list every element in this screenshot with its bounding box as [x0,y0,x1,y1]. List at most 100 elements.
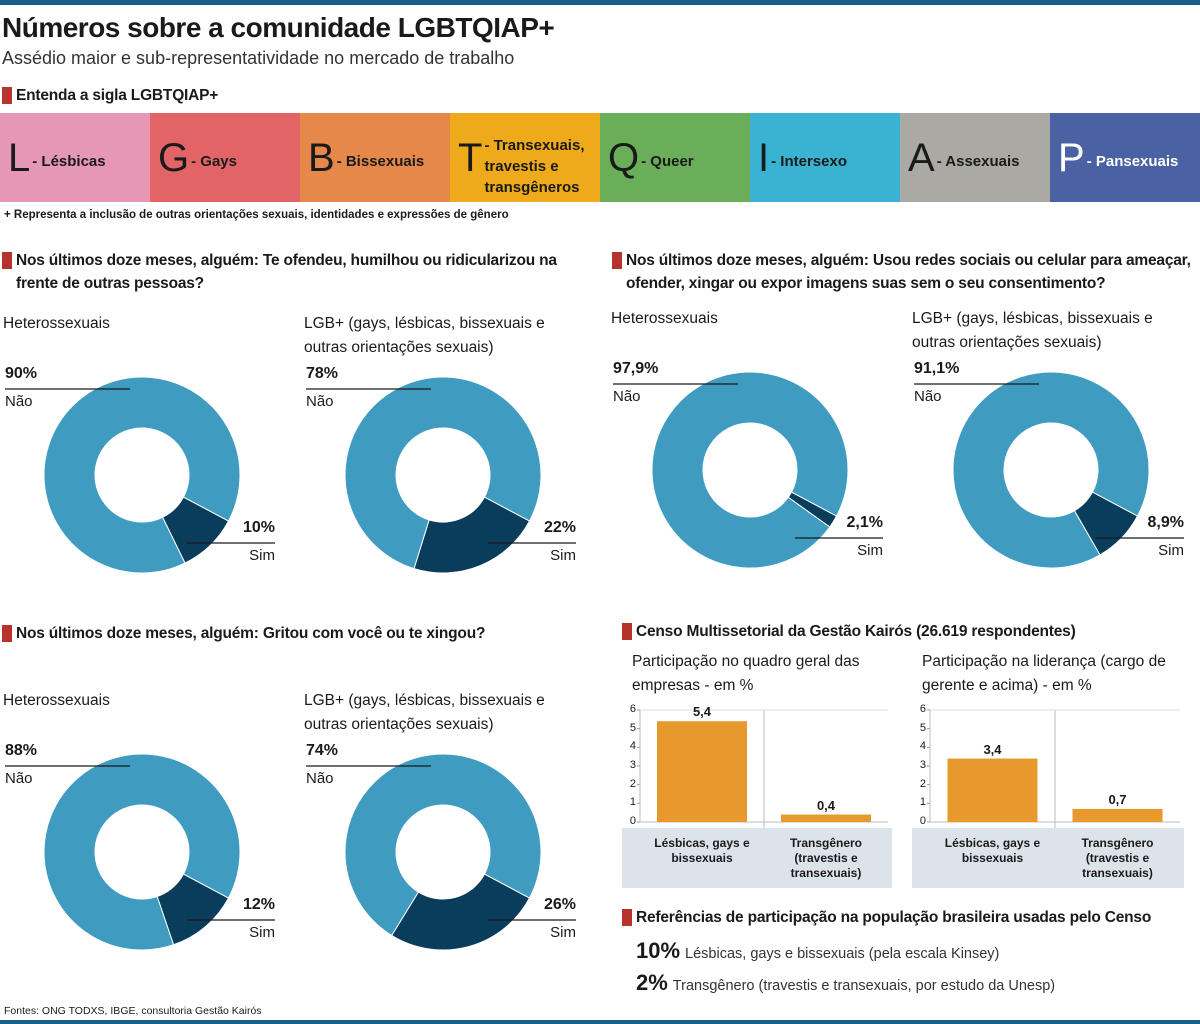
pie-title: LGB+ (gays, lésbicas, bissexuais e outra… [304,315,545,356]
acronym-item: P- Pansexuais [1050,113,1200,202]
value-label: 74% [306,742,339,759]
y-tick-label: 4 [629,740,636,753]
value-label: 12% [242,896,275,913]
reference: 2% Transgênero (travestis e transexuais, … [636,970,1055,996]
section-heading: Referências de participação na população… [636,909,1152,926]
acronym-letter: A [908,135,935,180]
acronym-letter: B [308,135,335,180]
reference-value: 2% [636,970,668,995]
section-heading: Entenda a sigla LGBTQIAP+ [16,87,219,104]
category-label: Não [914,388,942,405]
y-tick-label: 2 [629,777,636,790]
reference-text: Lésbicas, gays e bissexuais (pela escala… [685,946,1000,962]
title: Números sobre a comunidade LGBTQIAP+ [2,12,555,43]
acronym-label: - Queer [641,153,694,170]
acronym-item: G- Gays [150,113,300,202]
acronym-letter: P [1058,135,1085,180]
acronym-item: T- Transexuais, travestis e transgêneros [450,113,600,202]
acronym-item: A- Assexuais [900,113,1050,202]
donut-slice [390,873,531,951]
acronym-label: - Assexuais [936,153,1020,170]
y-tick-label: 5 [629,721,636,734]
heading-marker [2,87,12,104]
value-label: 88% [5,742,38,759]
bar-value-label: 3,4 [983,741,1002,757]
y-tick-label: 6 [919,703,926,715]
value-label: 90% [5,365,38,382]
acronym-label: - Bissexuais [336,153,425,170]
category-label: Não [613,388,641,405]
acronym-letter: G [158,135,190,180]
value-label: 97,9% [613,360,659,377]
donut-slice [43,753,241,951]
section-heading: Nos últimos doze meses, alguém: Usou red… [626,252,1191,292]
value-label: 2,1% [846,514,883,531]
y-tick-label: 2 [919,777,926,790]
y-tick-label: 1 [629,796,636,809]
value-label: 22% [543,519,576,536]
acronym-label: - Transexuais, travestis e transgêneros [484,137,585,196]
heading-marker [622,623,632,640]
bar [947,758,1038,822]
y-tick-label: 0 [629,815,636,827]
value-label: 26% [543,896,576,913]
category-label: Não [306,770,334,787]
bar-value-label: 0,4 [816,797,836,813]
acronym-item: B- Bissexuais [300,113,450,202]
section-heading: Nos últimos doze meses, alguém: Gritou c… [16,625,486,642]
category-label: Sim [857,542,883,559]
category-label: Não [306,393,334,410]
y-tick-label: 3 [919,759,926,771]
acronym-letter: L [8,135,31,180]
heading-marker [612,252,622,269]
reference: 10% Lésbicas, gays e bissexuais (pela esc… [636,938,999,964]
x-tick-label: Transgênero (travestis e transexuais) [789,836,863,880]
category-label: Não [5,770,33,787]
value-label: 91,1% [914,360,960,377]
bottom-rule [0,1020,1200,1024]
donut-slice [43,376,241,574]
acronym-letter: Q [608,135,640,180]
donut-slice [952,371,1150,569]
heading-marker [2,625,12,642]
acronym-label: - Intersexo [771,153,847,170]
pie-title: Heterossexuais [611,310,718,327]
bar-value-label: 0,7 [1108,791,1127,807]
pie-title: Heterossexuais [3,315,110,332]
heading-marker [622,909,632,926]
y-tick-label: 3 [629,759,636,771]
acronym-letter: I [758,135,770,180]
x-tick-label: Transgênero (travestis e transexuais) [1081,836,1154,880]
bar [1072,808,1163,822]
pie-title: LGB+ (gays, lésbicas, bissexuais e outra… [912,310,1153,351]
bar-title: Participação na liderança (cargo de gere… [922,653,1166,694]
donut-slice [651,371,849,569]
heading-marker [2,252,12,269]
value-label: 10% [242,519,275,536]
source: Fontes: ONG TODXS, IBGE, consultoria Ges… [4,1005,262,1017]
category-label: Sim [249,547,275,564]
acronym-note: + Representa a inclusão de outras orient… [4,209,509,221]
y-tick-label: 5 [919,721,926,734]
acronym-letter: T [458,135,483,180]
acronym-item: Q- Queer [600,113,750,202]
category-band [622,828,892,888]
value-label: 78% [306,365,339,382]
subtitle: Assédio maior e sub-representatividade n… [2,48,515,68]
top-rule [0,0,1200,5]
category-label: Sim [550,547,576,564]
acronym-label: - Gays [191,153,237,170]
acronym-item: I- Intersexo [750,113,900,202]
acronym-item: L- Lésbicas [0,113,150,202]
x-tick-label: Lésbicas, gays e bissexuais [944,836,1041,865]
category-band [912,828,1184,888]
category-label: Sim [1158,542,1184,559]
reference-text: Transgênero (travestis e transexuais, po… [672,978,1056,994]
category-label: Sim [249,924,275,941]
bar-title: Participação no quadro geral das empresa… [632,653,860,694]
y-tick-label: 1 [919,796,926,809]
bar [781,814,871,822]
bar [657,721,747,822]
